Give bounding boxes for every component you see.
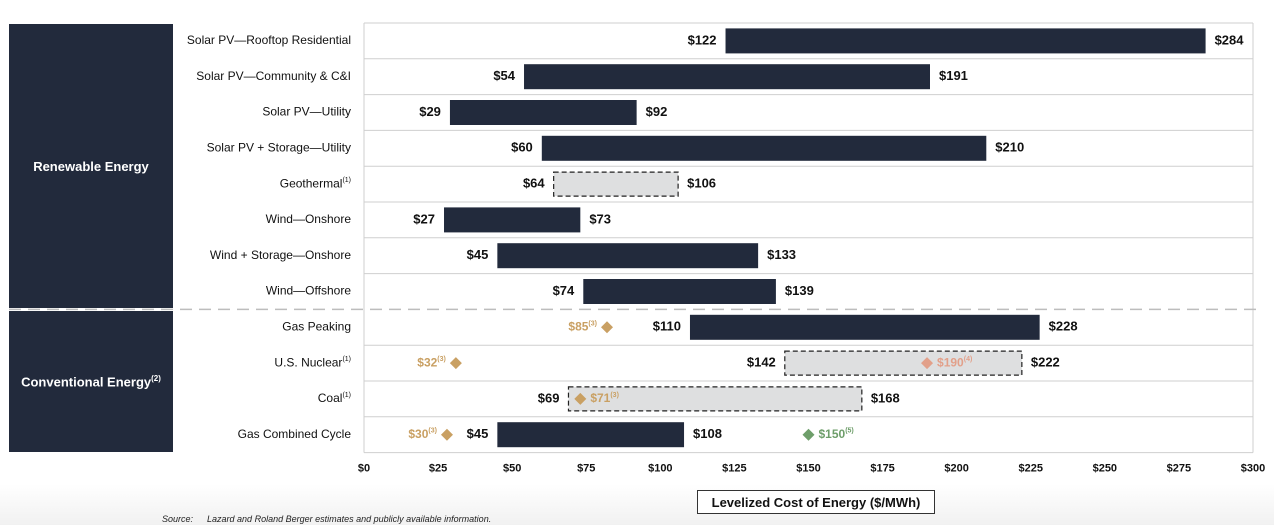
- group-label-conventional: Conventional Energy(2): [9, 311, 173, 452]
- low-value-label: $74: [553, 283, 575, 298]
- x-tick-label: $275: [1167, 463, 1191, 475]
- low-value-label: $54: [493, 68, 515, 83]
- marker-diamond: [574, 392, 587, 405]
- low-value-label: $69: [538, 390, 560, 405]
- marker-label: $85(3): [568, 319, 597, 333]
- category-label: Solar PV + Storage—Utility: [207, 140, 351, 154]
- x-tick-label: $200: [944, 463, 968, 475]
- low-value-label: $45: [467, 426, 489, 441]
- high-value-label: $92: [646, 104, 668, 119]
- high-value-label: $222: [1031, 355, 1060, 370]
- marker-label: $190(4): [937, 355, 972, 369]
- range-bar: [444, 207, 581, 233]
- group-label-renewable-text: Renewable Energy: [33, 158, 149, 174]
- category-label: Solar PV—Community & C&I: [196, 69, 351, 83]
- range-bar: [497, 422, 685, 448]
- high-value-label: $73: [589, 211, 611, 226]
- high-value-label: $108: [693, 426, 722, 441]
- low-value-label: $110: [653, 319, 681, 334]
- high-value-label: $133: [767, 247, 796, 262]
- category-label: Coal(1): [318, 391, 351, 405]
- range-bar: [784, 350, 1023, 376]
- high-value-label: $139: [785, 283, 814, 298]
- x-tick-label: $175: [870, 463, 894, 475]
- range-bar: [583, 279, 776, 304]
- x-tick-label: $250: [1093, 463, 1117, 475]
- x-tick-label: $125: [722, 463, 746, 475]
- low-value-label: $142: [747, 355, 776, 370]
- x-tick-label: $0: [358, 463, 370, 475]
- range-bar: [725, 28, 1206, 54]
- category-label: Wind—Offshore: [266, 284, 351, 298]
- x-axis-title: Levelized Cost of Energy ($/MWh): [697, 490, 935, 514]
- x-tick-label: $50: [503, 463, 521, 475]
- high-value-label: $106: [687, 176, 716, 191]
- x-tick-label: $225: [1019, 463, 1043, 475]
- range-bar: [497, 243, 759, 269]
- marker-label: $30(3): [408, 427, 437, 441]
- marker-diamond: [921, 357, 934, 370]
- marker-label: $150(5): [819, 427, 854, 441]
- marker-label: $32(3): [417, 355, 446, 369]
- marker-diamond: [600, 321, 613, 334]
- group-label-renewable: Renewable Energy: [9, 24, 173, 308]
- group-label-conventional-text: Conventional Energy(2): [21, 373, 161, 390]
- high-value-label: $284: [1215, 32, 1245, 47]
- range-bar: [541, 135, 987, 161]
- range-bar: [567, 386, 863, 412]
- marker-diamond: [440, 428, 453, 441]
- x-tick-label: $25: [429, 463, 447, 475]
- marker-diamond: [802, 428, 815, 441]
- range-bar: [689, 314, 1040, 340]
- category-label: U.S. Nuclear(1): [274, 355, 351, 369]
- footer-band: [0, 484, 1274, 525]
- category-label: Wind—Onshore: [266, 212, 352, 226]
- range-bar: [524, 64, 930, 90]
- high-value-label: $191: [939, 68, 968, 83]
- low-value-label: $122: [688, 32, 717, 47]
- source-note: Source: Lazard and Roland Berger estimate…: [162, 514, 492, 524]
- x-tick-label: $100: [648, 463, 672, 475]
- high-value-label: $210: [995, 140, 1024, 155]
- x-tick-label: $150: [796, 463, 820, 475]
- range-bar: [553, 171, 679, 197]
- x-tick-label: $75: [577, 463, 595, 475]
- category-label: Wind + Storage—Onshore: [210, 248, 351, 262]
- lcoe-chart: $0 $25 $50 $75 $100 $125 $150 $175 $200 $225 $250 $…: [9, 22, 1265, 475]
- category-label: Solar PV—Utility: [262, 105, 351, 119]
- high-value-label: $168: [871, 390, 900, 405]
- high-value-label: $228: [1049, 319, 1078, 334]
- category-label: Geothermal(1): [280, 176, 351, 190]
- low-value-label: $60: [511, 140, 533, 155]
- category-label: Solar PV—Rooftop Residential: [187, 33, 351, 47]
- marker-diamond: [449, 357, 462, 370]
- low-value-label: $29: [419, 104, 441, 119]
- x-tick-label: $300: [1241, 463, 1265, 475]
- category-label: Gas Peaking: [282, 319, 351, 333]
- low-value-label: $64: [523, 176, 545, 191]
- low-value-label: $45: [467, 247, 489, 262]
- category-label: Gas Combined Cycle: [238, 427, 352, 441]
- range-bar: [449, 100, 637, 125]
- low-value-label: $27: [413, 211, 435, 226]
